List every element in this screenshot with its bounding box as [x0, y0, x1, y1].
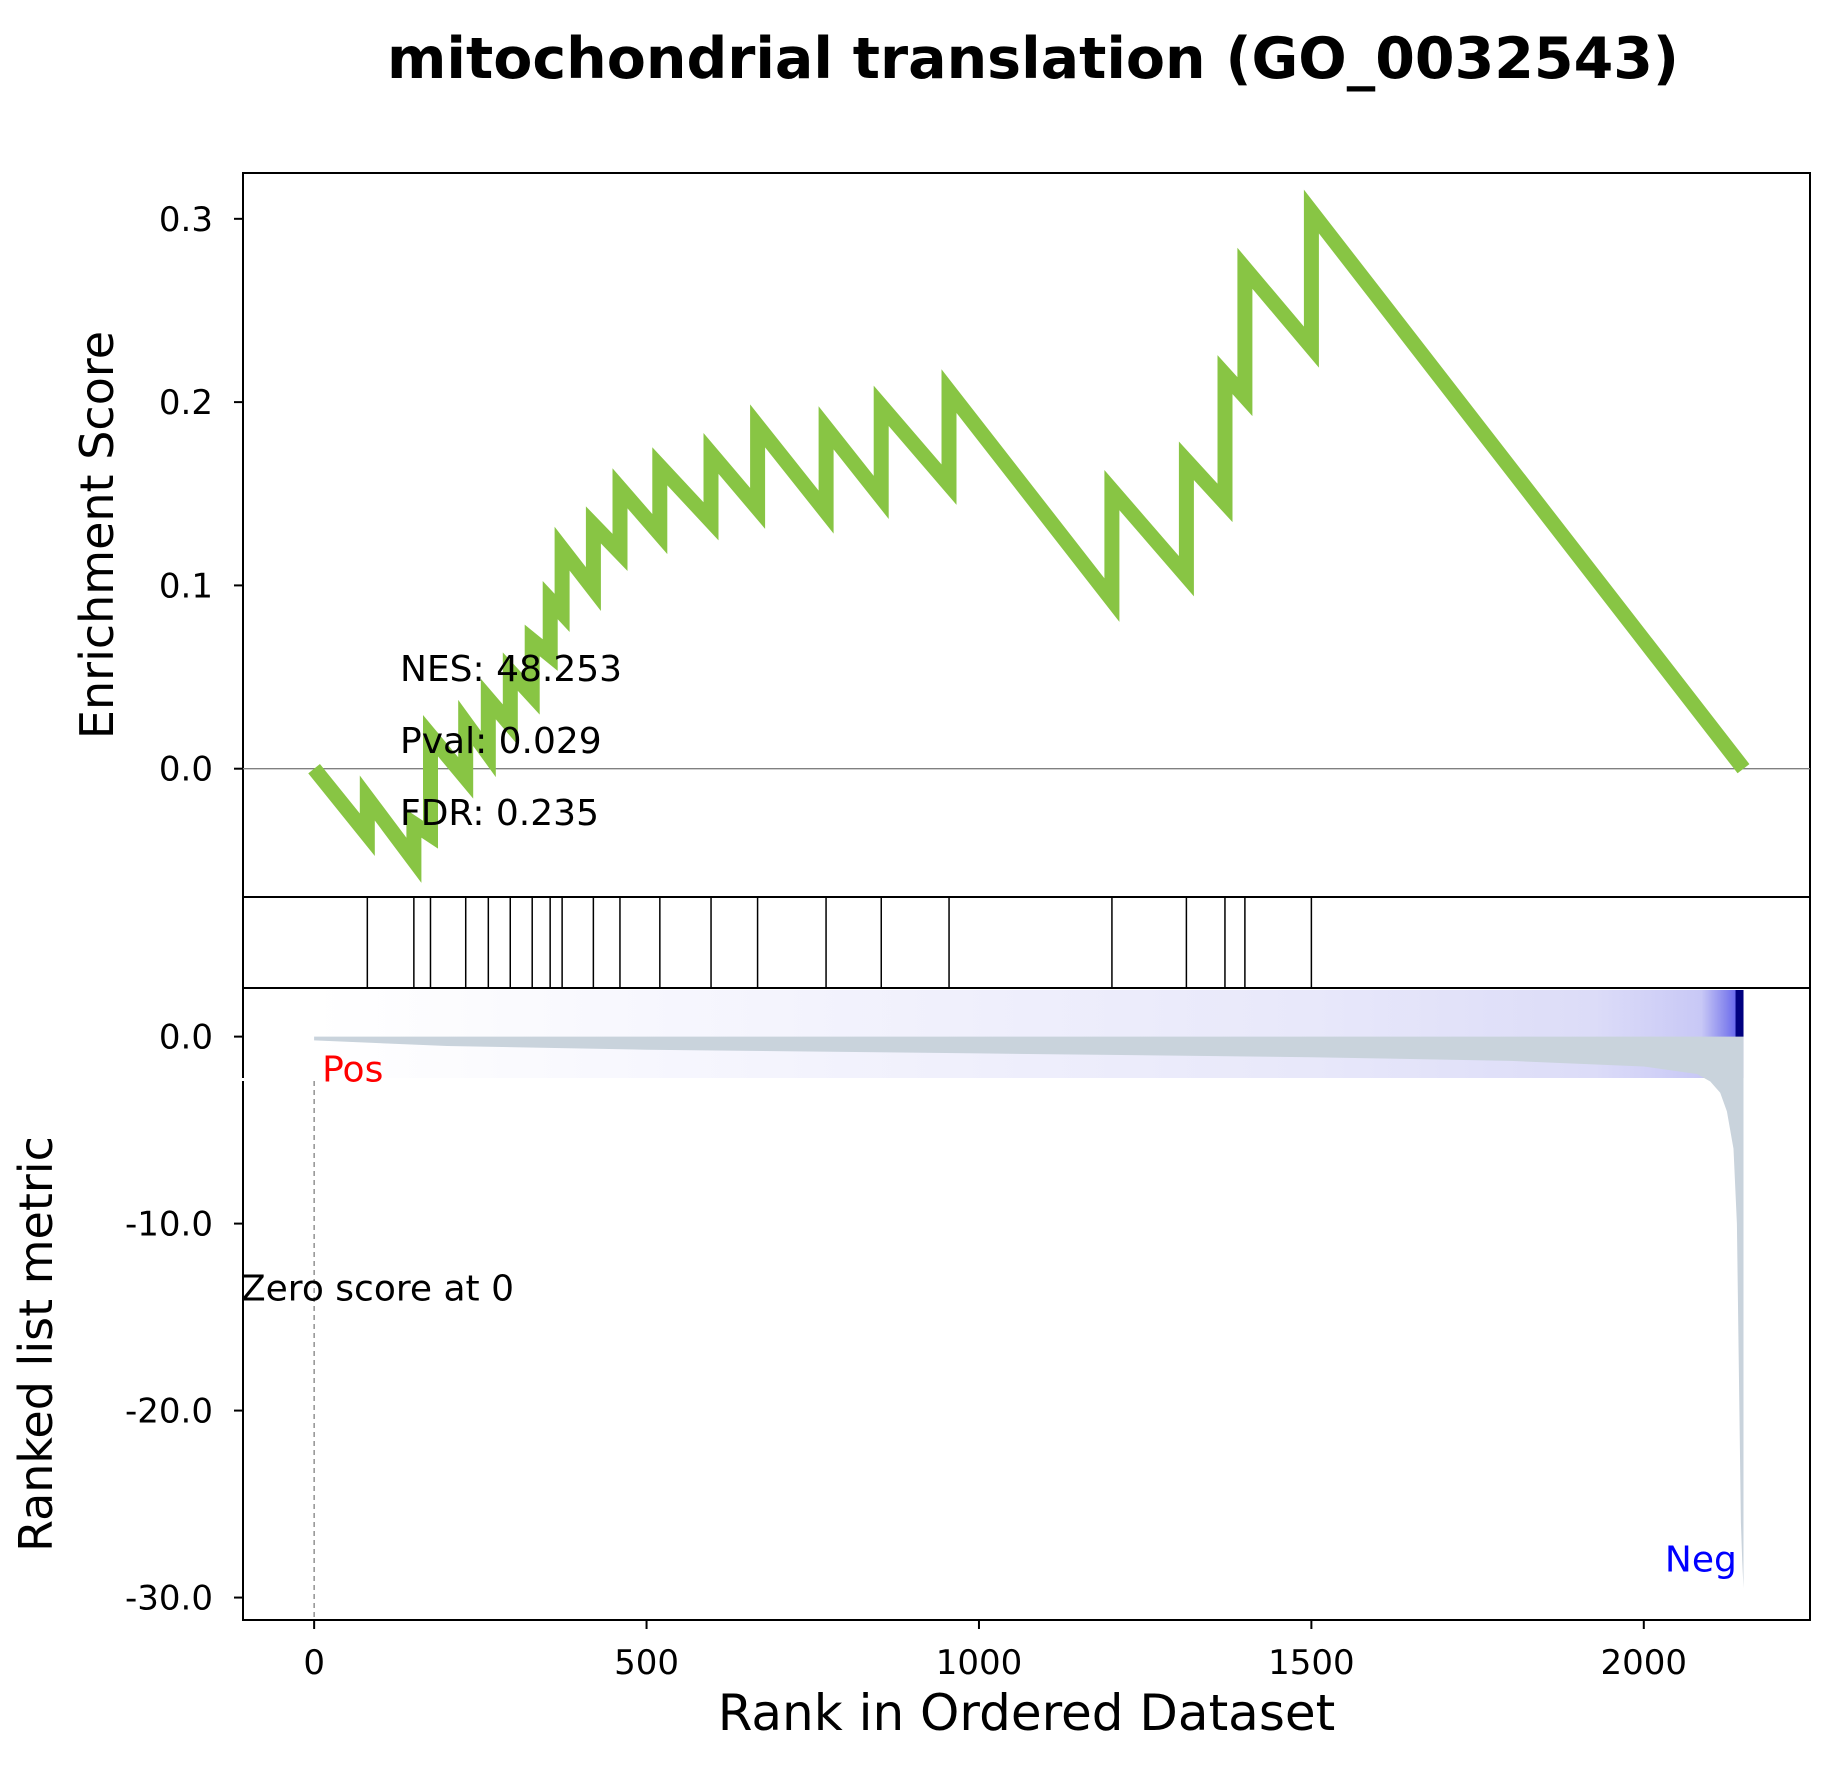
es-ytick-label: 0.0 — [159, 750, 213, 790]
pos-label: Pos — [322, 1049, 383, 1090]
neg-label: Neg — [1665, 1539, 1737, 1580]
es-curve — [308, 189, 1750, 883]
metric-frame — [242, 987, 1811, 1621]
metric-xtick-label: 0 — [303, 1643, 325, 1683]
metric-xtick-label: 1500 — [1268, 1643, 1355, 1683]
metric-xlabel: Rank in Ordered Dataset — [718, 1684, 1335, 1742]
es-frame — [242, 172, 1811, 898]
chart-title: mitochondrial translation (GO_0032543) — [387, 26, 1679, 92]
strip-gap — [242, 1078, 244, 1081]
metric-ylabel: Ranked list metric — [9, 1136, 63, 1552]
metric-area — [314, 1036, 1744, 1589]
ranked-list-metric-panel: 0.0 -10.0 -20.0 -30.0 0 500 1000 1500 2000 Ranked… — [9, 987, 1811, 1742]
es-ylabel: Enrichment Score — [70, 331, 124, 739]
es-stat-label: NES: 48.253 — [400, 649, 622, 690]
metric-xtick-label: 2000 — [1601, 1643, 1688, 1683]
metric-ytick-label: 0.0 — [159, 1018, 213, 1058]
metric-xtick-label: 500 — [614, 1643, 679, 1683]
es-stat-label: FDR: 0.235 — [400, 793, 599, 834]
zero-score-label: Zero score at 0 — [241, 1268, 514, 1309]
es-ytick-label: 0.2 — [159, 383, 213, 423]
heat-strip — [314, 990, 1737, 1078]
es-stat-label: Pval: 0.029 — [400, 721, 602, 762]
metric-ytick-label: -10.0 — [125, 1205, 213, 1245]
hit-positions-panel — [242, 896, 1811, 989]
metric-xtick-label: 1000 — [936, 1643, 1023, 1683]
metric-ytick-label: -20.0 — [125, 1392, 213, 1432]
metric-ytick-label: -30.0 — [125, 1579, 213, 1619]
hits-frame — [242, 896, 1811, 989]
es-ytick-label: 0.1 — [159, 566, 213, 606]
es-ytick-label: 0.3 — [159, 200, 213, 240]
heat-strip-end — [1735, 990, 1744, 1078]
enrichment-score-panel: 0.0 0.1 0.2 0.3 Enrichment Score NES: 48.253 P… — [70, 172, 1811, 898]
